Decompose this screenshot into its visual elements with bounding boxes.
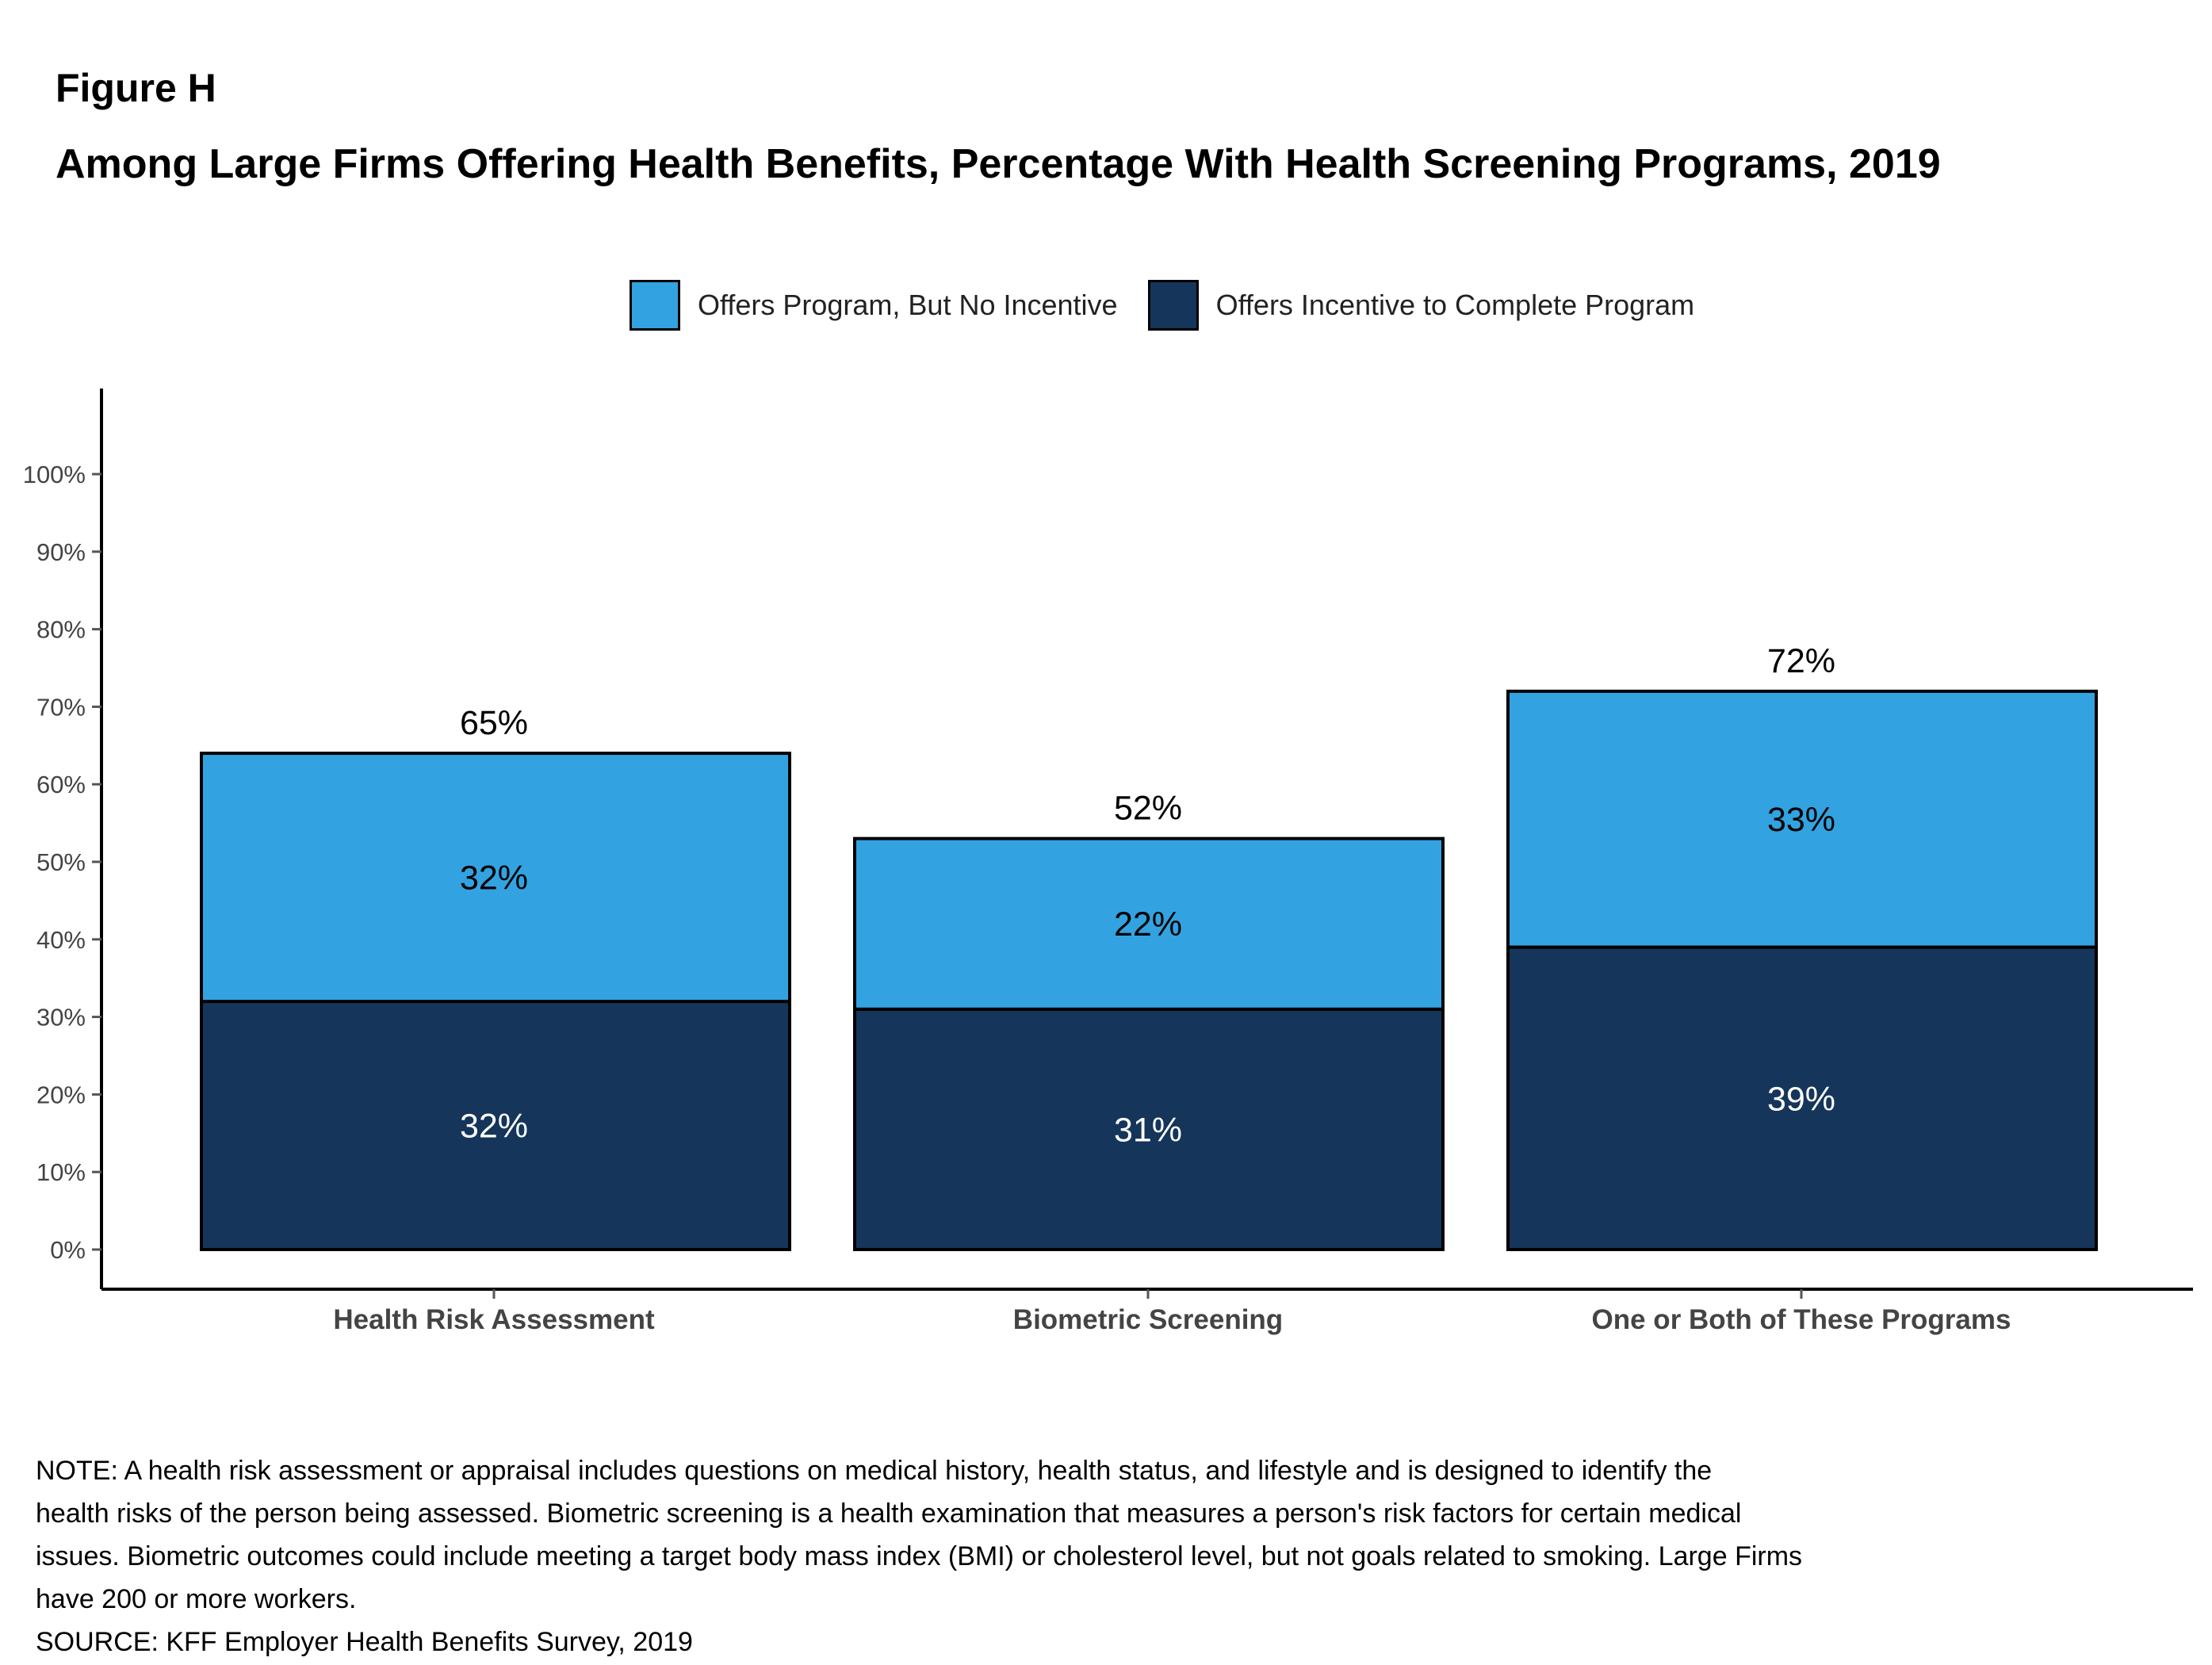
legend-swatch-incentive xyxy=(1147,280,1199,331)
legend: Offers Program, But No Incentive Offers … xyxy=(630,278,1724,333)
note-line-2: health risks of the person being assesse… xyxy=(36,1498,1742,1529)
segment-value-label: 39% xyxy=(1767,1080,1835,1118)
segment-value-label: 22% xyxy=(1114,905,1182,944)
y-tick-label: 0% xyxy=(50,1236,86,1264)
note-line-4: have 200 or more workers. xyxy=(36,1584,357,1614)
legend-item-incentive: Offers Incentive to Complete Program xyxy=(1147,280,1695,331)
segment-value-label: 32% xyxy=(460,859,528,898)
y-tick-label: 100% xyxy=(23,461,86,488)
footnote: NOTE: A health risk assessment or apprai… xyxy=(36,1449,1986,1663)
y-tick-label: 20% xyxy=(36,1081,86,1108)
y-tick-label: 40% xyxy=(36,926,86,954)
segment-value-label: 33% xyxy=(1767,801,1835,839)
y-tick-label: 80% xyxy=(36,616,86,644)
segment-value-label: 31% xyxy=(1114,1111,1182,1149)
bar-segment xyxy=(853,1007,1445,1251)
y-tick-label: 30% xyxy=(36,1004,86,1032)
bar-segment xyxy=(1506,689,2098,949)
y-tick-label: 70% xyxy=(36,693,86,721)
y-tick-label: 50% xyxy=(36,848,86,876)
legend-item-no-incentive: Offers Program, But No Incentive xyxy=(630,280,1118,331)
bar-segment xyxy=(1506,945,2098,1252)
legend-label-no-incentive: Offers Program, But No Incentive xyxy=(698,289,1118,321)
total-value-label: 65% xyxy=(460,704,528,742)
bar-segment xyxy=(200,1000,791,1251)
legend-label-incentive: Offers Incentive to Complete Program xyxy=(1215,289,1695,321)
source-line: SOURCE: KFF Employer Health Benefits Sur… xyxy=(36,1627,693,1657)
x-category-label: One or Both of These Programs xyxy=(1592,1304,2011,1335)
chart-title: Among Large Firms Offering Health Benefi… xyxy=(55,141,1941,187)
y-tick-label: 90% xyxy=(36,538,86,566)
y-tick-label: 10% xyxy=(36,1158,86,1186)
stacked-bar-chart: 0% 10% 20% 30% 40% 50% 60% 70% 80% 90% 100% 32% 32% 6… xyxy=(23,388,2193,1335)
bar-segment xyxy=(853,836,1445,1011)
x-category-label: Biometric Screening xyxy=(1013,1304,1283,1335)
bar-segment xyxy=(200,752,791,1004)
note-line-3: issues. Biometric outcomes could include… xyxy=(36,1541,1803,1571)
figure-label: Figure H xyxy=(55,66,216,110)
note-line-1: NOTE: A health risk assessment or apprai… xyxy=(36,1456,1713,1486)
total-value-label: 52% xyxy=(1114,790,1182,828)
segment-value-label: 32% xyxy=(460,1108,528,1146)
x-category-label: Health Risk Assessment xyxy=(333,1304,655,1335)
y-tick-label: 60% xyxy=(36,771,86,798)
legend-swatch-no-incentive xyxy=(630,280,680,331)
total-value-label: 72% xyxy=(1767,642,1835,680)
